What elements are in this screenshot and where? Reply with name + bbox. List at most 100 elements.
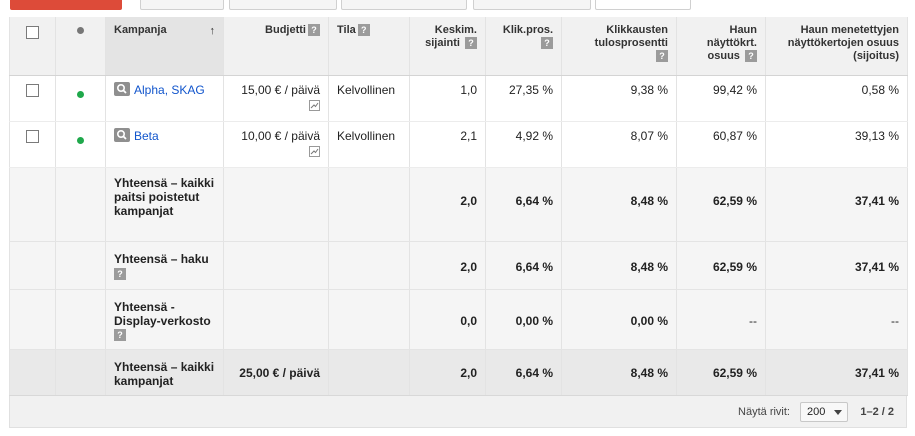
total-row: Yhteensä – kaikki paitsi poistetut kampa… — [9, 167, 908, 242]
sort-up-icon: ↑ — [209, 25, 216, 37]
status-column-header[interactable] — [55, 17, 106, 76]
avg-position-column-header[interactable]: Keskim. sijainti ? — [409, 17, 486, 76]
table-row[interactable]: Alpha, SKAG 15,00 € / päivä Kelvollinen … — [9, 75, 908, 122]
total-avg-position-cell: 2,0 — [409, 348, 486, 396]
avg-position-cell: 2,1 — [409, 121, 486, 168]
toolbar-button-3[interactable] — [341, 0, 467, 10]
status-dot-icon — [77, 27, 84, 34]
total-budget-cell: 25,00 € / päivä — [223, 348, 329, 396]
total-label-cell: Yhteensä – haku? — [105, 241, 224, 290]
row-checkbox-cell — [9, 75, 56, 122]
help-icon[interactable]: ? — [745, 50, 757, 63]
campaign-cell: Beta — [105, 121, 224, 168]
total-label: Yhteensä - Display-verkosto — [114, 299, 211, 328]
toolbar-button-4[interactable] — [473, 0, 591, 10]
help-icon[interactable]: ? — [656, 50, 668, 63]
rows-per-page-value: 200 — [807, 406, 826, 418]
rows-per-page-label: Näytä rivit: — [738, 406, 790, 418]
total-search-lost-is-cell: 37,41 % — [765, 348, 908, 396]
campaign-column-header[interactable]: Kampanja ↑ — [105, 17, 224, 76]
budget-cell: 15,00 € / päivä — [223, 75, 329, 122]
status-text-column-header[interactable]: Tila? — [328, 17, 410, 76]
budget-cell: 10,00 € / päivä — [223, 121, 329, 168]
help-icon[interactable]: ? — [114, 329, 126, 342]
total-avg-position-cell: 0,0 — [409, 289, 486, 350]
search-lost-is-column-header[interactable]: Haun menetettyjen näyttökertojen osuus (… — [765, 17, 908, 76]
toolbar — [0, 0, 915, 12]
row-checkbox[interactable] — [26, 129, 39, 143]
enabled-status-icon[interactable] — [77, 136, 84, 144]
help-icon[interactable]: ? — [541, 37, 553, 50]
search-impr-share-cell: 99,42 % — [676, 75, 766, 122]
status-cell: Kelvollinen — [328, 121, 410, 168]
total-conversion-rate-cell: 0,00 % — [561, 289, 677, 350]
total-avg-position-cell: 2,0 — [409, 241, 486, 290]
row-checkbox-cell — [9, 121, 56, 168]
total-avg-position-cell: 2,0 — [409, 167, 486, 242]
campaign-cell: Alpha, SKAG — [105, 75, 224, 122]
table-header-row: Kampanja ↑ Budjetti? Tila? Keskim. sijain… — [9, 17, 908, 76]
search-lost-is-cell: 39,13 % — [765, 121, 908, 168]
help-icon[interactable]: ? — [465, 37, 477, 50]
total-label: Yhteensä – kaikki paitsi poistetut kampa… — [105, 167, 224, 242]
total-ctr-cell: 6,64 % — [485, 167, 562, 242]
avg-position-cell: 1,0 — [409, 75, 486, 122]
total-conversion-rate-cell: 8,48 % — [561, 241, 677, 290]
conversion-rate-cell: 8,07 % — [561, 121, 677, 168]
campaign-link[interactable]: Beta — [134, 128, 159, 143]
campaign-table: Kampanja ↑ Budjetti? Tila? Keskim. sijain… — [9, 17, 908, 396]
toolbar-button-1[interactable] — [140, 0, 224, 10]
help-icon[interactable]: ? — [357, 24, 370, 37]
campaign-link[interactable]: Alpha, SKAG — [134, 82, 205, 97]
select-all-checkbox[interactable] — [26, 26, 39, 39]
chevron-down-icon — [834, 410, 842, 415]
help-icon[interactable]: ? — [114, 268, 126, 281]
total-label: Yhteensä – kaikki kampanjat — [105, 348, 224, 396]
search-lost-is-cell: 0,58 % — [765, 75, 908, 122]
total-ctr-cell: 6,64 % — [485, 241, 562, 290]
total-row: Yhteensä – haku? 2,0 6,64 % 8,48 % 62,59… — [9, 241, 908, 290]
ctr-column-header[interactable]: Klik.pros.? — [485, 17, 562, 76]
total-row: Yhteensä - Display-verkosto ? 0,0 0,00 %… — [9, 289, 908, 350]
total-budget-cell — [223, 167, 329, 242]
ctr-cell: 4,92 % — [485, 121, 562, 168]
total-search-impr-share-cell: -- — [676, 289, 766, 350]
grand-total-row: Yhteensä – kaikki kampanjat 25,00 € / pä… — [9, 348, 908, 396]
pagination-info: 1–2 / 2 — [860, 406, 894, 418]
enabled-status-icon[interactable] — [77, 90, 84, 98]
total-ctr-cell: 0,00 % — [485, 289, 562, 350]
total-search-impr-share-cell: 62,59 % — [676, 348, 766, 396]
total-ctr-cell: 6,64 % — [485, 348, 562, 396]
total-search-lost-is-cell: 37,41 % — [765, 241, 908, 290]
total-conversion-rate-cell: 8,48 % — [561, 348, 677, 396]
total-search-lost-is-cell: 37,41 % — [765, 167, 908, 242]
ctr-cell: 27,35 % — [485, 75, 562, 122]
total-search-impr-share-cell: 62,59 % — [676, 241, 766, 290]
total-conversion-rate-cell: 8,48 % — [561, 167, 677, 242]
rows-per-page-select[interactable]: 200 — [800, 402, 848, 422]
conversion-rate-cell: 9,38 % — [561, 75, 677, 122]
total-search-lost-is-cell: -- — [765, 289, 908, 350]
toolbar-button-5[interactable] — [595, 0, 691, 10]
budget-chart-icon[interactable] — [309, 99, 320, 111]
search-impr-share-cell: 60,87 % — [676, 121, 766, 168]
conversion-rate-column-header[interactable]: Klikkausten tulosprosentti? — [561, 17, 677, 76]
row-status-cell — [55, 75, 106, 122]
table-footer: Näytä rivit: 200 1–2 / 2 — [9, 396, 907, 428]
toolbar-button-2[interactable] — [229, 0, 337, 10]
total-search-impr-share-cell: 62,59 % — [676, 167, 766, 242]
total-label: Yhteensä – haku — [114, 251, 209, 266]
total-label-cell: Yhteensä - Display-verkosto ? — [105, 289, 224, 350]
budget-chart-icon[interactable] — [309, 145, 320, 157]
table-row[interactable]: Beta 10,00 € / päivä Kelvollinen 2,1 4,9… — [9, 121, 908, 168]
total-budget-cell — [223, 241, 329, 290]
row-status-cell — [55, 121, 106, 168]
help-icon[interactable]: ? — [308, 24, 320, 37]
search-impr-share-column-header[interactable]: Haun näyttökrt. osuus ? — [676, 17, 766, 76]
budget-column-header[interactable]: Budjetti? — [223, 17, 329, 76]
select-all-cell — [9, 17, 56, 76]
row-checkbox[interactable] — [26, 83, 39, 97]
status-cell: Kelvollinen — [328, 75, 410, 122]
create-button[interactable] — [10, 0, 122, 10]
search-campaign-icon — [114, 128, 130, 143]
